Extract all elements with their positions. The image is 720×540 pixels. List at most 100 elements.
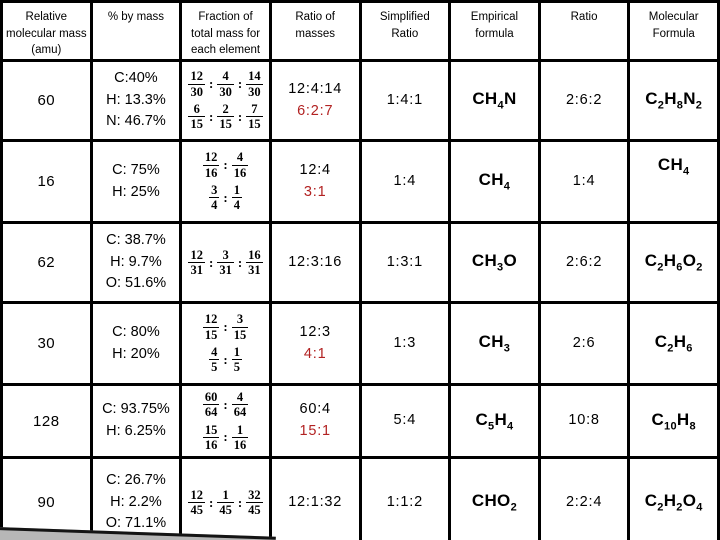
cell-molecular-formula: CH4 [627, 139, 720, 225]
fraction-separator: : [223, 351, 228, 367]
fraction: 4 64 [231, 389, 249, 420]
cell-percent-by-mass: C: 75% H: 25% [89, 139, 183, 225]
fraction: 32 45 [246, 487, 263, 518]
fraction-separator: : [223, 189, 228, 205]
fraction-separator: : [208, 494, 214, 510]
column-header-2: Fraction of total mass for each element [179, 0, 272, 63]
fraction-line: 15 16:1 16 [184, 422, 268, 453]
cell-percent-by-mass: C:40% H: 13.3% N: 46.7% [89, 59, 183, 143]
fraction-line: 12 16:4 16 [184, 150, 268, 180]
fraction: 6 15 [188, 102, 205, 132]
cell-percent-by-mass: C: 93.75% H: 6.25% [89, 383, 183, 460]
cell-ratio-of-masses: 12:4:14 6:2:7 [268, 59, 362, 143]
table-row: 16 C: 75% H: 25% 12 16:4 16 3 4:1 4 12:4 3:1 1:4 CH… [0, 139, 720, 225]
fraction: 12 30 [188, 69, 205, 99]
cell-ratio: 10:8 [537, 383, 631, 460]
fraction: 2 15 [217, 102, 234, 132]
cell-relative-molecular-mass: 60 [0, 59, 93, 143]
column-header-7: Molecular Formula [627, 0, 720, 63]
cell-empirical-formula: C5H4 [448, 383, 541, 460]
cell-relative-molecular-mass: 62 [0, 221, 93, 305]
fraction-line: 6 15:2 15:7 15 [184, 102, 268, 132]
fraction: 12 16 [202, 150, 220, 180]
cell-molecular-formula: C10H8 [627, 383, 720, 460]
cell-percent-by-mass: C: 38.7% H: 9.7% O: 51.6% [89, 221, 183, 305]
cell-molecular-formula: C2H6O2 [627, 221, 720, 305]
table-row: 128 C: 93.75% H: 6.25% 60 64:4 64 15 16:1 16 60:… [0, 383, 720, 460]
cell-relative-molecular-mass: 30 [0, 301, 93, 387]
cell-molecular-formula: C2H2O4 [627, 456, 720, 540]
fraction-line: 12 31:3 31:16 31 [184, 247, 268, 278]
cell-ratio: 1:4 [537, 139, 631, 225]
fraction: 60 64 [202, 389, 220, 420]
mass-ratio: 12:4:14 [288, 80, 343, 97]
cell-ratio: 2:6:2 [537, 59, 631, 143]
fraction-separator: : [237, 76, 243, 92]
column-header-5: Empirical formula [448, 0, 541, 63]
cell-molecular-formula: C2H8N2 [627, 59, 720, 143]
fraction-separator: : [223, 319, 228, 335]
fraction-separator: : [208, 76, 214, 92]
cell-simplified-ratio: 1:4:1 [358, 59, 452, 143]
cell-ratio-of-masses: 12:3:16 [268, 221, 362, 305]
cell-simplified-ratio: 1:1:2 [358, 456, 452, 540]
cell-simplified-ratio: 1:3 [358, 301, 452, 387]
mass-ratio: 12:3 [299, 323, 331, 340]
cell-empirical-formula: CHO2 [448, 456, 541, 540]
cell-ratio: 2:6:2 [537, 221, 631, 305]
mass-ratio: 12:1:32 [288, 493, 343, 510]
fraction: 12 15 [202, 312, 220, 342]
cell-ratio: 2:2:4 [537, 456, 631, 540]
fraction: 3 31 [217, 247, 234, 278]
mass-ratio: 12:4 [299, 161, 331, 178]
column-header-4: Simplified Ratio [358, 0, 452, 63]
mass-ratio: 12:3:16 [288, 253, 343, 270]
mass-ratio-simplified: 15:1 [299, 423, 331, 440]
cell-percent-by-mass: C: 26.7% H: 2.2% O: 71.1% [89, 456, 183, 540]
cell-empirical-formula: CH4N [448, 59, 541, 143]
cell-fraction-of-total-mass: 60 64:4 64 15 16:1 16 [179, 383, 272, 460]
fraction-line: 60 64:4 64 [184, 389, 268, 420]
fraction: 3 15 [231, 312, 249, 342]
column-header-1: % by mass [89, 0, 183, 63]
cell-fraction-of-total-mass: 12 30:4 30:14 30 6 15:2 15:7 15 [179, 59, 272, 143]
fraction-separator: : [237, 108, 243, 124]
cell-simplified-ratio: 1:3:1 [358, 221, 452, 305]
cell-empirical-formula: CH4 [448, 139, 541, 225]
table-row: 90 C: 26.7% H: 2.2% O: 71.1% 12 45:1 45:32 45… [0, 456, 720, 540]
fraction: 12 45 [188, 487, 205, 518]
cell-relative-molecular-mass: 128 [0, 383, 93, 460]
mass-ratio: 60:4 [299, 401, 331, 418]
cell-ratio-of-masses: 12:3 4:1 [268, 301, 362, 387]
fraction: 7 15 [246, 102, 263, 132]
cell-empirical-formula: CH3O [448, 221, 541, 305]
fraction-separator: : [237, 254, 243, 270]
fraction: 15 16 [202, 422, 220, 452]
fraction: 1 45 [217, 487, 234, 518]
cell-molecular-formula: C2H6 [627, 301, 720, 387]
fraction-line: 12 15:3 15 [184, 312, 268, 342]
cell-simplified-ratio: 5:4 [358, 383, 452, 460]
fraction-separator: : [208, 108, 214, 124]
fraction: 4 30 [217, 69, 234, 99]
cell-ratio-of-masses: 60:4 15:1 [268, 383, 362, 460]
cell-fraction-of-total-mass: 12 16:4 16 3 4:1 4 [179, 139, 272, 225]
cell-empirical-formula: CH3 [448, 301, 541, 387]
fraction: 12 31 [188, 247, 205, 278]
fraction-line: 12 30:4 30:14 30 [184, 69, 268, 99]
fraction-separator: : [223, 157, 228, 173]
cell-simplified-ratio: 1:4 [358, 139, 452, 225]
table-row: 30 C: 80% H: 20% 12 15:3 15 4 5:1 5 12:3 4:1 1:3 CH… [0, 301, 720, 387]
table-row: 62 C: 38.7% H: 9.7% O: 51.6% 12 31:3 31:16 31… [0, 221, 720, 305]
fraction: 16 31 [246, 247, 263, 278]
fraction-separator: : [237, 494, 243, 510]
column-header-0: Relative molecular mass (amu) [0, 0, 93, 63]
cell-relative-molecular-mass: 16 [0, 139, 93, 225]
